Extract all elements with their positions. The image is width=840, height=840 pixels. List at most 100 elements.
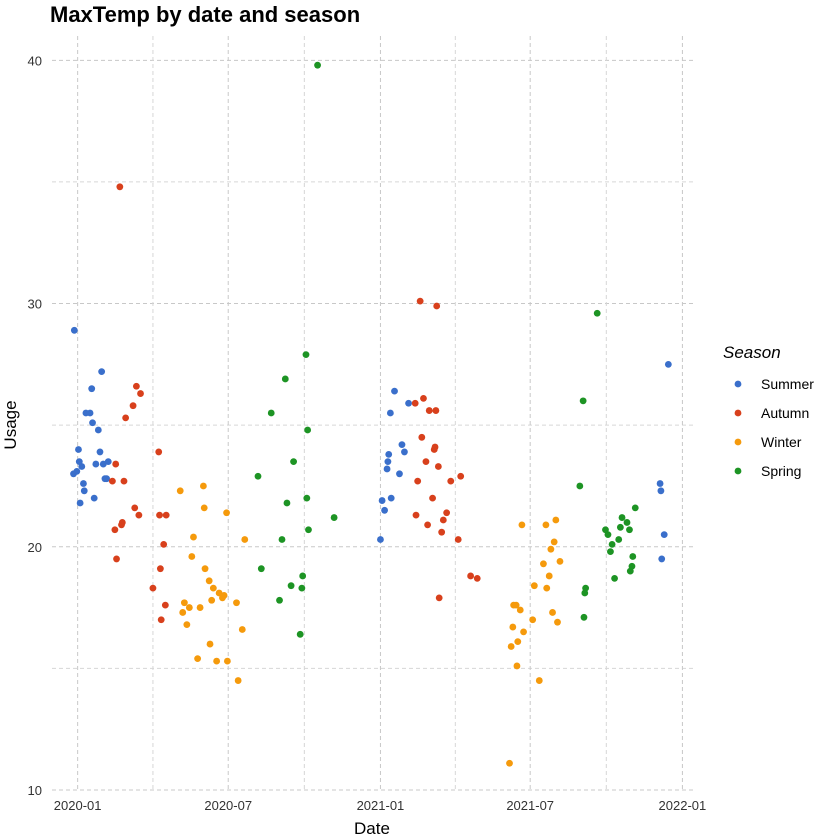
data-point-autumn [473,574,481,582]
legend-key-spring [734,467,742,475]
data-point-summer [92,460,100,468]
data-point-autumn [132,382,140,390]
data-point-winter [176,487,184,495]
data-point-spring [296,630,304,638]
data-point-winter [554,618,561,626]
data-point-winter [520,628,527,636]
data-point-autumn [108,477,116,485]
data-point-spring [611,574,618,582]
data-point-winter [549,609,556,616]
data-point-autumn [155,448,163,456]
data-point-summer [391,387,398,395]
data-point-spring [290,458,297,466]
data-point-spring [618,514,626,521]
data-point-autumn [457,472,465,480]
y-tick-label: 30 [28,297,42,312]
data-point-summer [405,399,412,407]
data-point-spring [276,596,283,604]
legend-label-spring: Spring [761,463,801,479]
data-point-spring [298,584,306,592]
data-point-winter [550,538,558,546]
data-point-summer [656,480,664,487]
data-point-summer [398,441,406,449]
y-tick-label: 10 [28,783,42,798]
y-tick-label: 40 [28,53,42,68]
data-point-winter [547,545,555,553]
data-point-winter [507,643,515,650]
data-point-autumn [118,519,126,526]
data-point-autumn [161,601,169,609]
data-point-autumn [129,402,137,410]
x-tick-label: 2020-07 [204,798,252,813]
y-tick-label: 20 [28,540,42,555]
data-point-autumn [411,399,419,407]
data-point-spring [267,409,275,417]
data-point-autumn [434,463,442,470]
data-point-winter [209,584,217,592]
data-point-summer [94,426,102,434]
data-point-spring [616,523,624,531]
data-point-autumn [443,509,451,517]
data-point-autumn [137,390,144,397]
data-point-spring [330,514,338,521]
data-point-spring [302,351,310,359]
data-point-winter [199,482,207,490]
data-point-spring [604,531,612,539]
data-point-summer [89,419,96,427]
data-point-winter [206,640,214,648]
data-point-spring [623,519,631,526]
data-point-winter [190,533,197,541]
data-point-autumn [416,297,424,305]
grid [52,36,694,791]
data-point-spring [304,426,312,434]
chart-title: MaxTemp by date and season [50,2,360,27]
data-point-summer [396,470,403,478]
data-point-autumn [433,302,441,310]
data-point-spring [629,553,637,560]
data-point-spring [615,536,623,543]
legend-key-autumn [734,409,742,417]
data-point-summer [76,499,84,507]
data-point-winter [200,504,208,512]
data-point-autumn [467,572,475,580]
data-point-spring [628,562,636,570]
x-axis-title: Date [354,819,390,838]
data-points [70,61,672,767]
data-point-winter [183,621,191,629]
data-point-spring [314,61,321,69]
data-point-autumn [149,584,157,592]
data-point-summer [88,385,96,393]
data-point-winter [552,516,560,524]
x-tick-label: 2022-01 [659,798,707,813]
data-point-autumn [135,511,143,519]
data-point-autumn [438,528,446,536]
y-axis-ticks: 10 20 30 40 [28,53,42,798]
data-point-autumn [111,526,119,534]
data-point-autumn [422,458,430,466]
data-point-winter [194,655,202,663]
data-point-autumn [429,494,436,502]
data-point-winter [188,553,196,560]
data-point-winter [220,592,228,599]
data-point-summer [385,450,393,458]
data-point-winter [545,572,553,580]
data-point-spring [303,494,311,502]
x-tick-label: 2021-07 [506,798,554,813]
data-point-summer [401,448,408,456]
data-point-spring [257,565,265,573]
data-point-winter [516,606,524,614]
data-point-winter [518,521,526,529]
data-point-spring [287,582,295,590]
data-point-winter [529,616,537,624]
data-point-summer [98,368,106,376]
data-point-spring [626,526,633,534]
data-point-summer [383,465,391,473]
data-point-autumn [412,511,420,519]
data-point-autumn [425,407,433,414]
data-point-winter [540,560,547,568]
legend-label-winter: Winter [761,434,802,450]
data-point-summer [658,555,666,563]
data-point-winter [509,623,517,631]
data-point-spring [305,526,312,534]
